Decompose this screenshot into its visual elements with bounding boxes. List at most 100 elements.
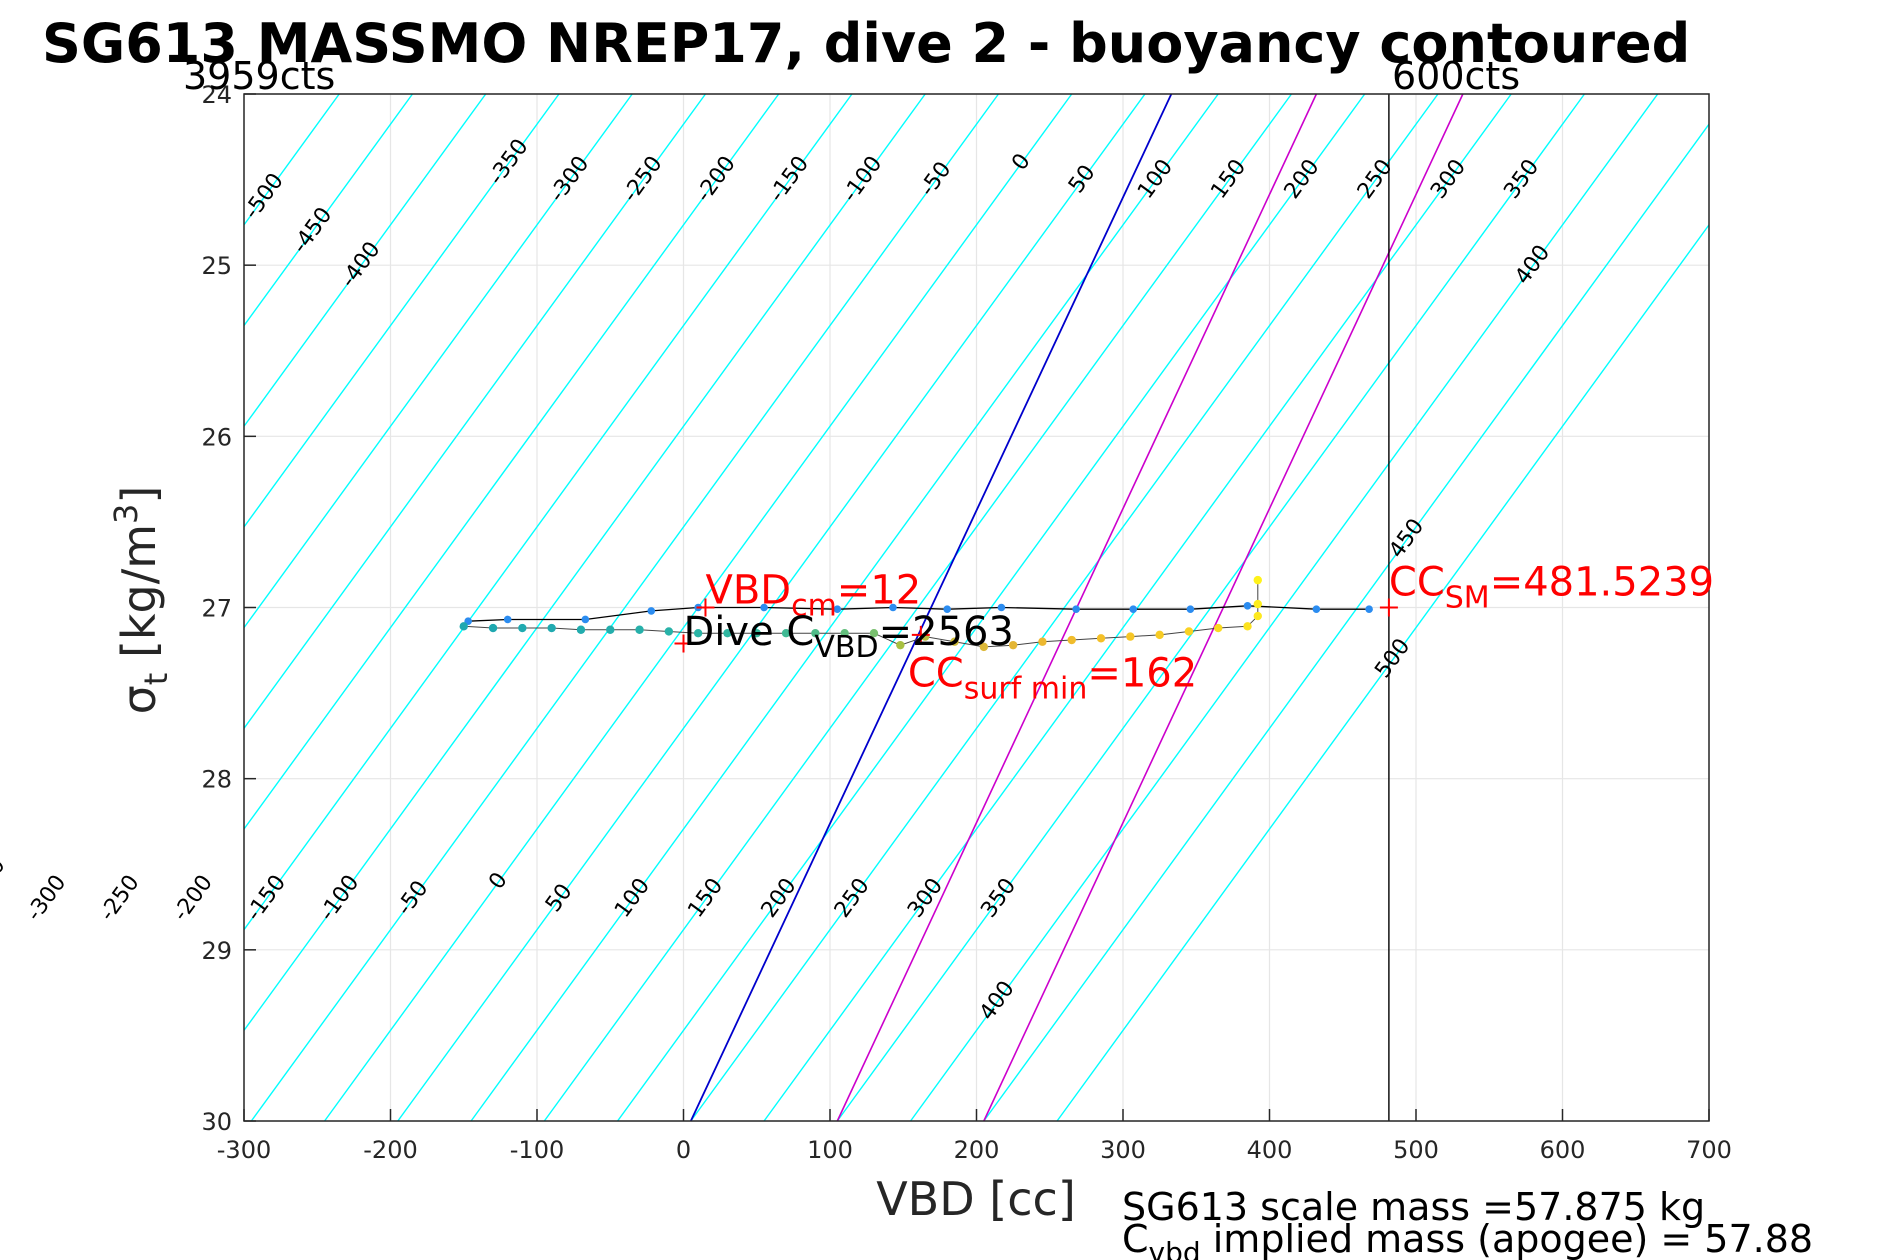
x-tick-label: 500 (1393, 1136, 1439, 1164)
climb-point (811, 628, 820, 638)
climb-point (869, 628, 879, 638)
axis-ticks: -300 -200 -100 0 100 200 300 400 500 600 700 24 25 26… (201, 81, 1731, 1164)
dive-profile-line (468, 605, 1370, 622)
climb-point (459, 622, 468, 631)
climb-point (1067, 635, 1076, 645)
y-tick-label: 25 (201, 252, 232, 280)
x-tick-label: 100 (807, 1136, 853, 1164)
dive-point (889, 603, 897, 612)
x-tick-label: 700 (1686, 1136, 1732, 1164)
cc-surf-min-marker (911, 625, 930, 644)
y-tick-label: 24 (201, 81, 232, 109)
y-tick-label: 27 (201, 595, 232, 623)
contour-line-300 (763, 93, 1512, 1122)
x-tick-label: 400 (1247, 1136, 1293, 1164)
climb-point (518, 623, 527, 633)
contour-line--450 (243, 93, 414, 326)
footer-implied-mass: Cvbd implied mass (apogee) = 57.88 (1122, 1217, 1813, 1260)
dive-point (1072, 605, 1080, 614)
contour-line--100 (243, 93, 926, 1031)
buoyancy-contours (243, 93, 1710, 1122)
climb-point (606, 625, 615, 634)
climb-point (664, 627, 674, 636)
climb-point (1038, 637, 1047, 646)
contour-line-500 (1056, 224, 1710, 1122)
contour-line--350 (243, 93, 560, 528)
dive-c-vbd-marker (674, 634, 693, 653)
dive-point (1243, 601, 1252, 610)
climb-point (1155, 630, 1164, 640)
contour-line-150 (543, 93, 1293, 1122)
dive-point (760, 603, 768, 612)
dive-point (1365, 605, 1373, 614)
climb-point (635, 625, 644, 634)
contour-line--200 (243, 93, 780, 830)
dive-data (459, 575, 1373, 652)
x-tick-label: 0 (676, 1136, 691, 1164)
climb-point (547, 623, 556, 633)
dive-point (1186, 605, 1195, 614)
climb-point (488, 623, 498, 633)
contour-line-100 (470, 93, 1219, 1122)
climb-point (1243, 622, 1252, 631)
dive-point (581, 615, 590, 624)
contour-line--50 (250, 93, 1000, 1122)
contour-labels: -500-450-400-350 -300 -250 -200 -150 -100 -50 0… (0, 135, 1555, 1026)
climb-point (950, 637, 959, 646)
dive-point (503, 615, 512, 624)
y-tick-label: 29 (201, 937, 232, 965)
climb-point (752, 628, 761, 638)
contour-line--150 (243, 93, 853, 931)
top-left-label: 3959cts (183, 54, 335, 98)
climb-point (896, 640, 905, 650)
contour-line-250 (690, 93, 1439, 1122)
x-axis-label: VBD [cc] (876, 1172, 1076, 1226)
dive-point (647, 607, 656, 615)
x-tick-label: 300 (1100, 1136, 1146, 1164)
cc-sm-annotation: CCSM=481.5239 (1389, 560, 1714, 616)
cc-sm-marker (1379, 598, 1398, 617)
x-tick-label: -300 (217, 1136, 271, 1164)
footer-scale-mass: SG613 scale mass =57.875 kg (1122, 1185, 1705, 1229)
y-tick-label: 28 (201, 766, 232, 794)
dive-point (1129, 605, 1138, 614)
dive-point (943, 605, 951, 614)
climb-point (1214, 623, 1223, 633)
climb-point (1008, 640, 1018, 650)
x-tick-label: 200 (954, 1136, 1000, 1164)
climb-point (693, 628, 703, 638)
neutral-buoyancy-line (690, 93, 1173, 1122)
climb-point (576, 625, 586, 634)
chart-title: SG613 MASSMO NREP17, dive 2 - buoyancy c… (42, 12, 1690, 75)
climb-point (1126, 632, 1135, 641)
vbd-cm-annotation: VBDcm=12 (705, 568, 921, 624)
climb-point (723, 628, 732, 638)
dive-point (833, 605, 842, 614)
climb-point (1253, 575, 1262, 585)
cc-surf-min-annotation: CCsurf min=162 (908, 651, 1197, 707)
y-tick-label: 26 (201, 423, 232, 451)
x-tick-label: 600 (1540, 1136, 1586, 1164)
climb-point (781, 628, 791, 638)
dive-point (997, 603, 1006, 612)
climb-point (1096, 634, 1106, 643)
climb-point (840, 628, 849, 638)
contour-line-450 (983, 123, 1710, 1122)
top-right-label: 600cts (1392, 54, 1520, 98)
climb-point (1253, 599, 1262, 609)
x-tick-label: -100 (510, 1136, 564, 1164)
dive-c-vbd-annotation: Dive CVBD=2563 (684, 609, 1014, 665)
dive-point (1312, 605, 1321, 614)
x-tick-label: -200 (363, 1136, 417, 1164)
contour-line--300 (243, 93, 633, 629)
climb-point (1253, 611, 1262, 621)
y-tick-label: 30 (201, 1108, 232, 1136)
contour-line--400 (243, 93, 487, 427)
contour-line--250 (243, 93, 707, 729)
contour-line--500 (243, 93, 340, 226)
vbd-cm-marker (696, 598, 715, 617)
climb-point (1184, 627, 1194, 636)
climb-point (979, 642, 989, 652)
